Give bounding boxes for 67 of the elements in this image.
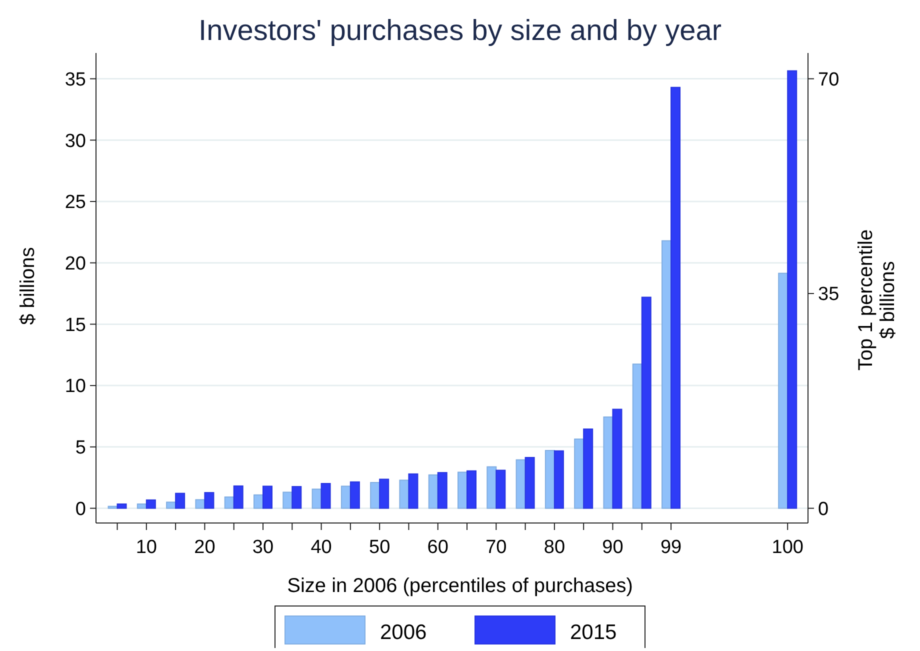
x-tick-label: 20: [194, 537, 216, 558]
bar: [574, 438, 584, 509]
legend-label: 2015: [570, 621, 617, 644]
legend-label: 2006: [380, 621, 427, 644]
bar: [282, 492, 293, 509]
bar: [458, 472, 468, 509]
bar: [662, 240, 672, 509]
bar: [320, 482, 331, 509]
x-tick-label: 40: [310, 537, 332, 558]
y-tick-label: 10: [64, 376, 86, 398]
bar: [204, 492, 214, 509]
bar: [262, 486, 272, 509]
bar: [583, 428, 594, 509]
bar: [166, 502, 176, 509]
x-tick-label: 70: [486, 537, 507, 558]
y-tick-label: 20: [64, 253, 86, 274]
y-tick-label: 5: [75, 438, 86, 459]
bar: [136, 503, 147, 509]
bar: [632, 364, 642, 509]
bar: [603, 416, 614, 509]
y-tick-label: 15: [64, 314, 86, 336]
bar: [195, 499, 206, 509]
bar: [312, 488, 322, 509]
bar: [116, 503, 127, 509]
bar: [428, 474, 438, 509]
bar: [612, 408, 622, 509]
y-tick-label: 30: [64, 130, 86, 152]
bar: [340, 486, 351, 509]
y-tick-label: 0: [75, 498, 86, 520]
x-tick-label: 50: [369, 537, 390, 558]
y2-tick-label: 0: [818, 498, 829, 520]
bar: [399, 480, 410, 509]
bar: [544, 450, 555, 509]
y2-axis-title: Top 1 percentile $ billions: [855, 229, 899, 371]
x-tick-label: 80: [544, 537, 566, 558]
chart-title: Investors' purchases by size and by year: [198, 15, 722, 47]
bar: [292, 486, 302, 509]
bar: [224, 496, 234, 509]
bar: [233, 485, 244, 509]
x-tick-label: 100: [772, 537, 804, 558]
bar: [254, 494, 264, 509]
x-tick-label: 90: [602, 537, 624, 558]
x-tick-label: 10: [136, 537, 157, 558]
y2-tick-label: 70: [818, 69, 840, 90]
bar: [486, 466, 497, 509]
bar: [379, 478, 390, 509]
y2-tick-label: 35: [818, 284, 840, 306]
bar: [516, 459, 526, 509]
bar: [370, 482, 380, 509]
y-tick-label: 35: [64, 69, 86, 90]
bar: [554, 450, 564, 509]
y-tick-label: 25: [64, 192, 86, 214]
x-tick-label: 99: [660, 537, 682, 558]
bar: [146, 499, 156, 509]
x-axis-title: Size in 2006 (percentiles of purchases): [287, 575, 633, 597]
y-axis-title: $ billions: [17, 247, 39, 325]
x-tick-label: 60: [427, 537, 448, 558]
bar: [466, 470, 477, 509]
bar: [641, 296, 652, 509]
bar: [437, 472, 448, 509]
bar: [524, 456, 535, 509]
bar: [350, 481, 360, 509]
x-tick-label: 30: [252, 537, 274, 558]
bar: [670, 86, 681, 509]
bar: [175, 492, 186, 509]
bar: [408, 473, 418, 509]
bar: [496, 470, 506, 509]
